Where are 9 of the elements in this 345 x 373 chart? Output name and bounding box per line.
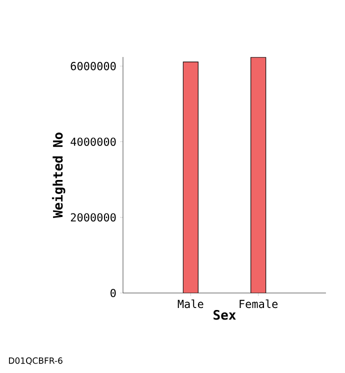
y-tick-label: 2000000 <box>70 213 116 222</box>
text: D01QCBFR-6 <box>9 357 62 365</box>
y-tick-label: 4000000 <box>70 138 116 146</box>
x-tick-label: Female <box>240 300 278 308</box>
y-tick-label: 6000000 <box>70 62 116 70</box>
y-tick-label: 0 <box>110 288 116 298</box>
y-axis-title: Weighted No <box>52 132 66 218</box>
x-tick-label: Male <box>178 300 204 308</box>
x-axis-title: Sex <box>214 310 236 320</box>
